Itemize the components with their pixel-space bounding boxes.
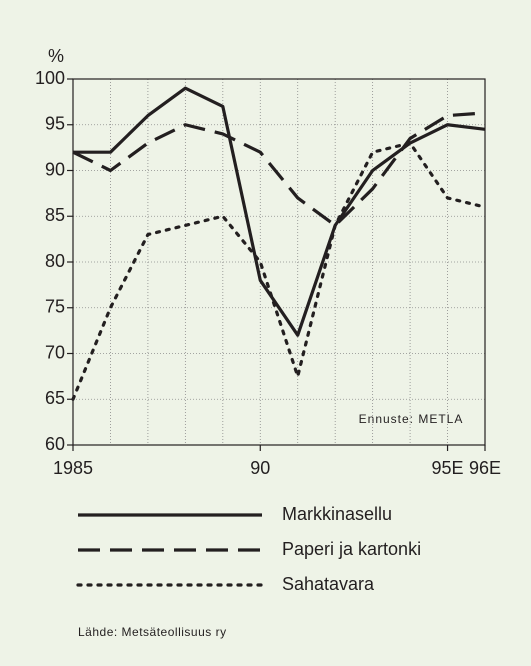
- x-tick-label: 96E: [469, 458, 501, 478]
- source: Lähde: Metsäteollisuus ry: [78, 625, 227, 639]
- y-tick-label: 100: [35, 68, 65, 88]
- line-series: [73, 86, 486, 337]
- annotation: Ennuste: METLA: [359, 412, 464, 426]
- legend-label: Sahatavara: [282, 574, 375, 594]
- y-axis-label: %: [48, 46, 64, 66]
- plot-frame: [72, 78, 486, 446]
- legend-label: Markkinasellu: [282, 504, 392, 524]
- x-tick-label: 95E: [432, 458, 464, 478]
- y-tick-label: 80: [45, 251, 65, 271]
- line-series: [72, 111, 486, 227]
- x-tick-label: 1985: [53, 458, 93, 478]
- y-tick-label: 85: [45, 205, 65, 225]
- y-tick-label: 60: [45, 434, 65, 454]
- legend-label: Paperi ja kartonki: [282, 539, 421, 559]
- x-tick-label: 90: [250, 458, 270, 478]
- y-tick-label: 95: [45, 114, 65, 134]
- y-tick-label: 65: [45, 388, 65, 408]
- y-tick-label: 70: [45, 342, 65, 362]
- y-tick-label: 90: [45, 159, 65, 179]
- y-tick-label: 75: [45, 297, 65, 317]
- line-series: [71, 141, 487, 401]
